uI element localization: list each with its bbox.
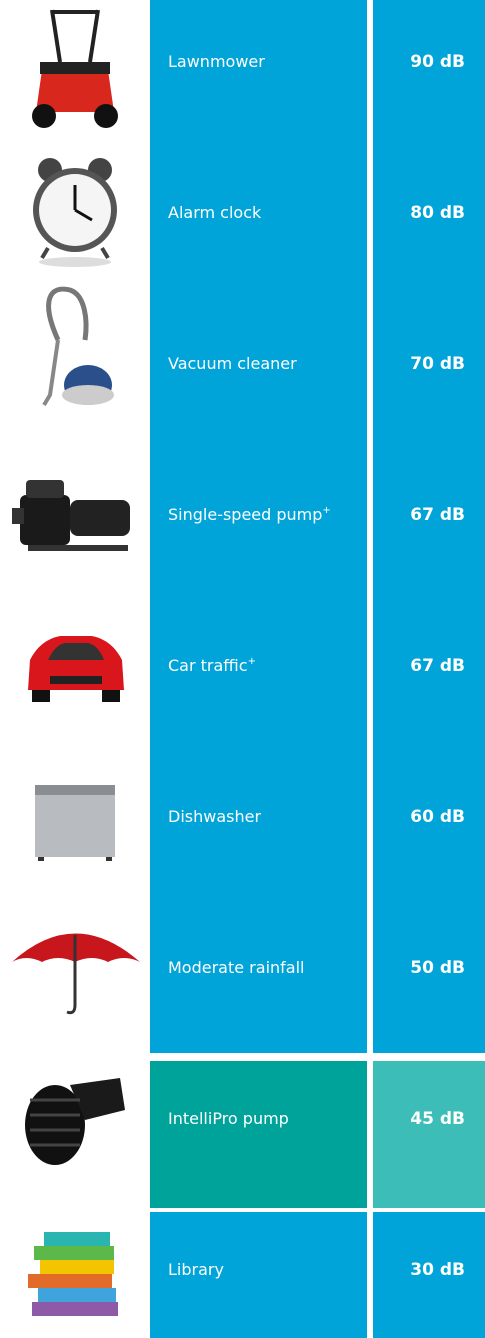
- label: IntelliPro pump: [168, 1109, 289, 1128]
- value: 30 dB: [410, 1260, 465, 1280]
- label-cell: [150, 1061, 367, 1208]
- value: 67 dB: [410, 505, 465, 525]
- value-cell: [373, 0, 485, 151]
- value: 45 dB: [410, 1109, 465, 1129]
- label-text: Moderate rainfall: [168, 958, 304, 977]
- value-cell: [373, 453, 485, 604]
- value: 80 dB: [410, 203, 465, 223]
- icons: [12, 9, 140, 1316]
- dishwasher-icon: [35, 785, 115, 861]
- umbrella-icon: [12, 933, 140, 1015]
- value: 60 dB: [410, 807, 465, 827]
- label-cell: [150, 755, 367, 906]
- label-cell: [150, 604, 367, 755]
- label-text: Alarm clock: [168, 203, 262, 222]
- label-cell: [150, 906, 367, 1053]
- books-icon: [28, 1232, 118, 1316]
- label-cell: [150, 453, 367, 604]
- value-cell: [373, 1212, 485, 1338]
- label-text: Library: [168, 1260, 224, 1279]
- footnote-mark: +: [248, 656, 256, 667]
- label-text: Lawnmower: [168, 52, 265, 71]
- single-speed-pump-icon: [12, 480, 130, 551]
- value-cell: [373, 604, 485, 755]
- label-cell: [150, 302, 367, 453]
- lawnmower-icon: [32, 9, 118, 128]
- label: Alarm clock: [168, 203, 262, 222]
- label: Library: [168, 1260, 224, 1279]
- value: 70 dB: [410, 354, 465, 374]
- label-text: Single-speed pump: [168, 505, 322, 524]
- value-cell: [373, 151, 485, 302]
- label: Single-speed pump+: [168, 505, 331, 524]
- label: Car traffic+: [168, 656, 256, 675]
- car-icon: [28, 636, 124, 702]
- value: 67 dB: [410, 656, 465, 676]
- label: Lawnmower: [168, 52, 265, 71]
- value-cell: [373, 755, 485, 906]
- vacuum-cleaner-icon: [42, 286, 114, 407]
- label-text: Vacuum cleaner: [168, 354, 297, 373]
- value: 50 dB: [410, 958, 465, 978]
- label-cell: [150, 151, 367, 302]
- label-cell: [150, 1212, 367, 1338]
- value: 90 dB: [410, 52, 465, 72]
- label: Vacuum cleaner: [168, 354, 297, 373]
- label: Dishwasher: [168, 807, 261, 826]
- label-text: Car traffic: [168, 656, 248, 675]
- value-cell: [373, 906, 485, 1053]
- alarm-clock-icon: [33, 158, 117, 267]
- label-cell: [150, 0, 367, 151]
- label: Moderate rainfall: [168, 958, 304, 977]
- label-text: IntelliPro pump: [168, 1109, 289, 1128]
- value-cell: [373, 302, 485, 453]
- footnote-mark: +: [322, 505, 330, 516]
- value-cell: [373, 1061, 485, 1208]
- label-text: Dishwasher: [168, 807, 261, 826]
- intellipro-pump-icon: [25, 1078, 125, 1165]
